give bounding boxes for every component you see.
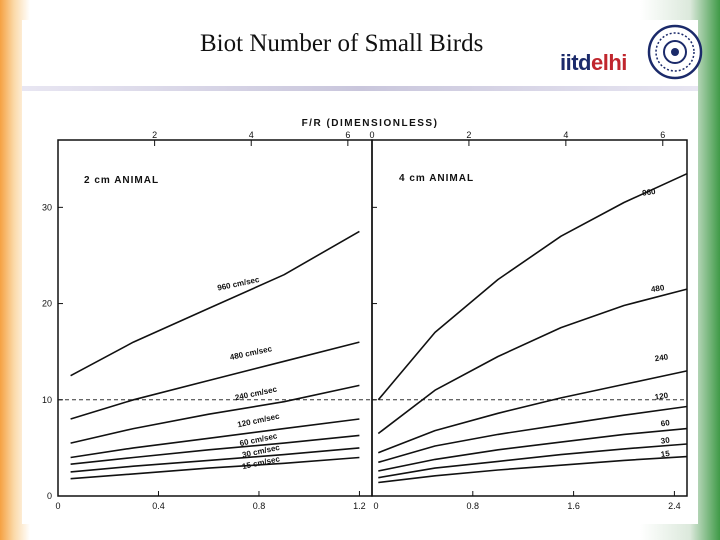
curve-label-left-0: 960 cm/sec — [217, 275, 261, 293]
x-tick-label-left-1: 0.4 — [152, 501, 165, 511]
top-axis-label: F/R (DIMENSIONLESS) — [302, 118, 439, 129]
x-tick-label-right-2: 1.6 — [567, 501, 580, 511]
panel-label-right: 4 cm ANIMAL — [399, 173, 474, 184]
slide-frame — [22, 20, 698, 524]
curve-label-right-1: 480 — [650, 283, 665, 294]
logo-text-part-a: iitd — [560, 50, 592, 75]
series-line-right-1 — [377, 288, 688, 435]
top-tick-label-right-3: 6 — [660, 130, 665, 140]
series-line-right-4 — [378, 427, 688, 472]
series-line-left-5 — [70, 447, 360, 473]
series-line-right-5 — [378, 443, 688, 479]
x-tick-label-left-0: 0 — [55, 501, 60, 511]
top-tick-label-right-1: 2 — [466, 130, 471, 140]
institute-logo-text: iitdelhi — [560, 50, 627, 76]
logo-text-part-b: elhi — [591, 50, 627, 75]
title-divider — [22, 86, 698, 91]
top-tick-label-right-2: 4 — [563, 130, 568, 140]
top-tick-label-left-0: 2 — [152, 130, 157, 140]
curve-label-right-6: 15 — [660, 449, 671, 459]
curve-label-right-3: 120 — [654, 391, 669, 402]
y-tick-label-2: 20 — [42, 299, 52, 309]
y-tick-label-3: 30 — [42, 202, 52, 212]
panel-2cm: 0 0.4 0.8 1.2 2 4 6 0 10 20 30 960 cm/sec 480 cm/sec… — [42, 130, 372, 511]
x-tick-label-left-2: 0.8 — [253, 501, 266, 511]
curve-label-right-4: 60 — [660, 418, 671, 428]
series-line-right-0 — [377, 172, 688, 401]
chart-frame — [57, 139, 688, 497]
y-tick-label-0: 0 — [47, 491, 52, 501]
series-line-right-6 — [378, 455, 688, 484]
slide-title: Biot Number of Small Birds — [200, 30, 484, 57]
x-tick-label-right-3: 2.4 — [668, 501, 681, 511]
y-tick-label-1: 10 — [42, 395, 52, 405]
top-tick-label-right-0: 0 — [369, 130, 374, 140]
curve-label-left-1: 480 cm/sec — [229, 344, 273, 362]
curve-label-right-0: 960 — [642, 187, 657, 198]
institute-seal-icon — [647, 24, 703, 80]
series-line-left-0 — [70, 230, 360, 377]
top-tick-label-left-1: 4 — [249, 130, 254, 140]
x-tick-label-right-1: 0.8 — [467, 501, 480, 511]
series-line-left-4 — [70, 434, 360, 465]
series-line-left-6 — [70, 456, 360, 480]
x-tick-label-left-3: 1.2 — [353, 501, 366, 511]
x-tick-label-right-0: 0 — [373, 501, 378, 511]
series-line-left-2 — [70, 384, 360, 444]
series-line-right-2 — [378, 370, 688, 454]
panel-label-left: 2 cm ANIMAL — [84, 175, 159, 186]
top-tick-label-left-2: 6 — [345, 130, 350, 140]
panel-4cm: 0 0.8 1.6 2.4 0 2 4 6 960 480 240 120 60 30 15 — [369, 130, 688, 511]
curve-label-right-2: 240 — [654, 352, 669, 363]
curve-label-right-5: 30 — [660, 435, 671, 445]
curve-label-left-3: 120 cm/sec — [237, 411, 281, 429]
series-line-left-3 — [70, 418, 360, 459]
series-line-left-1 — [70, 341, 360, 420]
series-line-right-3 — [378, 405, 688, 464]
